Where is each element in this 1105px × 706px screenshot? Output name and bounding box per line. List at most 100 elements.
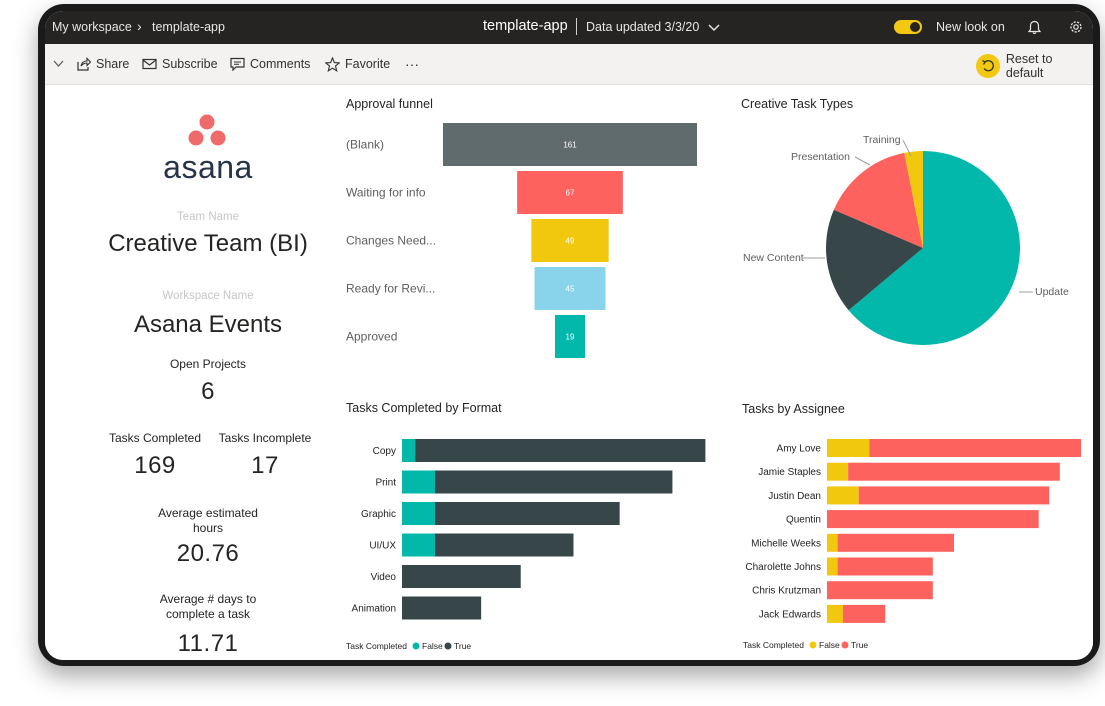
pie-leader-presentation [854,156,871,166]
team-name-value: Creative Team (BI) [108,230,308,257]
avg-hours-value: 20.76 [176,540,240,567]
tasks-completed-label: Tasks Completed [108,431,202,445]
funnel-label-approved: Approved [346,330,397,344]
tasks-completed-value: 169 [134,452,176,479]
pie-slice-update [848,151,1020,345]
funnel-value-approved: 19 [566,333,575,342]
bar-jack-edwards-false [827,604,843,623]
bar-charolette-johns-false [827,557,838,576]
axis-label-graphic: Graphic [361,509,396,520]
legend-label-false: False [422,641,443,651]
reset-to-default-button[interactable]: Reset to default [976,52,1093,80]
bar-ui-ux-true [434,533,574,557]
funnel-title: Approval funnel [346,97,433,111]
share-button[interactable]: Share [76,55,129,73]
collapse-chevron-icon[interactable] [53,60,64,68]
legend-marker-true [841,641,849,649]
breadcrumb-app[interactable]: template-app [152,20,225,34]
team-name-label: Team Name [177,211,239,223]
share-icon [77,57,91,71]
bell-icon[interactable] [1028,20,1041,35]
workspace-name-value: Asana Events [133,311,283,338]
breadcrumb-chevron-icon: › [137,18,142,34]
subscribe-button[interactable]: Subscribe [142,55,218,73]
bar-jamie-staples-false [827,462,849,481]
bar-quentin-true [827,510,1039,529]
bar-jack-edwards-true [842,604,886,623]
pie-label-update: Update [1035,286,1069,298]
tasks-by-assignee-chart[interactable]: Amy Love Jamie Staples Justin Dean Quentin M… [735,423,1085,658]
funnel-bar-changes-need [531,219,609,262]
action-toolbar: Share Subscribe Comments Favorite ··· [45,44,1093,85]
legend-marker-true [444,642,452,650]
chevron-down-icon[interactable] [708,24,720,32]
avg-hours-label-line1: Average estimated [158,506,258,520]
tasks-by-format-chart[interactable]: Copy Print Graphic UI/UX Video Animation Task … [340,423,715,658]
bar-amy-love-false [827,439,870,457]
open-projects-value: 6 [201,378,215,405]
funnel-label-ready-for-revi: Ready for Revi... [346,282,435,296]
bar-justin-dean-true [858,486,1050,505]
report-canvas: asana Team Name Creative Team (BI) Works… [45,85,1093,660]
pie-slice-training [904,151,923,248]
funnel-value-changes-need: 49 [566,237,575,246]
funnel-value-blank: 161 [563,141,577,150]
bar-michelle-weeks-false [827,533,838,552]
reset-icon [976,54,1000,78]
bar-charolette-johns-true [837,557,933,576]
bar-graphic-true [434,502,620,525]
approval-funnel-chart[interactable]: (Blank) 161 Waiting for info 67 Changes Need… [340,120,715,370]
legend-title: Task Completed [346,641,407,651]
avg-days-value: 11.71 [177,630,239,657]
axis-label-jack-edwards: Jack Edwards [759,609,821,620]
favorite-button[interactable]: Favorite [325,55,390,73]
legend-marker-false [412,642,420,650]
bar-copy-true [415,439,706,462]
title-divider [576,18,577,35]
gear-icon[interactable] [1068,19,1084,35]
bar-graphic-false [402,502,435,525]
bar-print-false [402,470,435,494]
bar-justin-dean-false [827,486,859,505]
pie-label-presentation: Presentation [791,151,850,163]
avg-hours-label-line2: hours [192,521,224,535]
mail-icon [142,58,157,70]
assignee-chart-title: Tasks by Assignee [742,402,845,416]
avg-days-label-line2: complete a task [165,607,251,621]
comments-button[interactable]: Comments [230,55,310,73]
report-title: template-app [483,18,568,34]
bar-michelle-weeks-true [837,533,954,552]
axis-label-ui-ux: UI/UX [369,541,396,552]
pie-label-training: Training [863,134,901,146]
bar-animation-true [402,596,482,620]
funnel-bar-approved [555,315,585,358]
pie-leader-training [902,139,912,157]
axis-label-charolette-johns: Charolette Johns [745,562,821,573]
axis-label-animation: Animation [352,604,396,615]
bar-video-true [402,565,521,588]
axis-label-jamie-staples: Jamie Staples [758,467,821,478]
legend-label-true: True [851,640,868,650]
new-look-toggle[interactable] [894,20,922,34]
more-options-button[interactable]: ··· [405,55,419,73]
axis-label-justin-dean: Justin Dean [768,491,821,502]
star-icon [325,56,340,72]
creative-task-types-chart[interactable]: Update New Content Presentation Training [735,120,1085,360]
breadcrumb-workspace[interactable]: My workspace [52,20,132,34]
workspace-name-label: Workspace Name [162,290,254,302]
bar-chris-krutzman-true [827,581,933,600]
new-look-label: New look on [936,20,1005,34]
asana-logo-text: asana [163,149,253,185]
format-chart-title: Tasks Completed by Format [346,401,502,415]
axis-label-quentin: Quentin [786,515,821,526]
reset-label: Reset to default [1005,52,1053,80]
tasks-incomplete-value: 17 [251,452,279,479]
favorite-label: Favorite [345,57,391,71]
title-bar: My workspace › template-app template-app… [45,11,1093,44]
pie-slice-presentation [833,152,923,248]
bar-jamie-staples-true [848,462,1060,481]
subscribe-label: Subscribe [162,57,218,71]
axis-label-chris-krutzman: Chris Krutzman [752,586,821,597]
data-updated-label: Data updated 3/3/20 [586,20,700,34]
legend-title: Task Completed [743,640,804,650]
